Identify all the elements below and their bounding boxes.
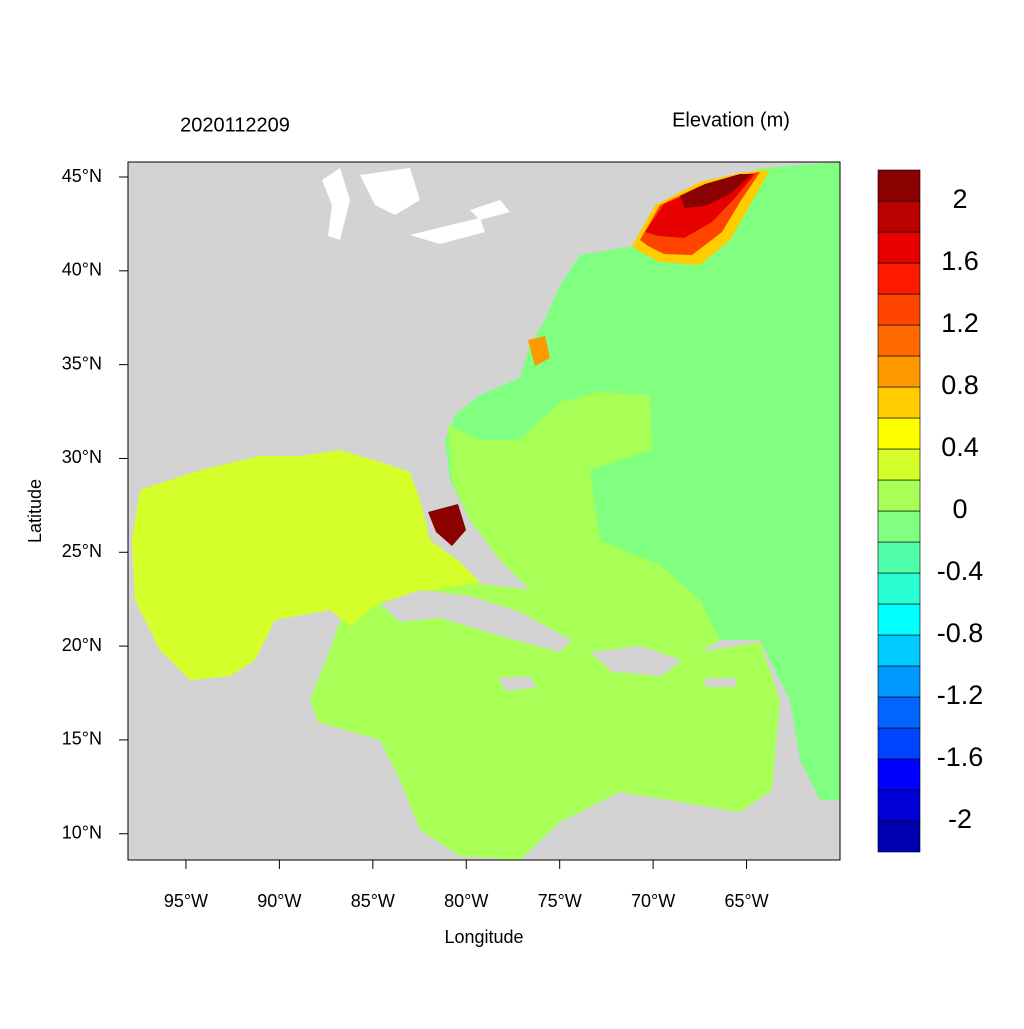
colorbar-swatch bbox=[877, 324, 921, 357]
colorbar-swatch bbox=[877, 727, 921, 760]
colorbar-tick-label: -0.8 bbox=[937, 618, 984, 648]
lake bbox=[470, 200, 510, 220]
colorbar-swatch bbox=[877, 789, 921, 822]
y-tick-label: 30°N bbox=[62, 447, 102, 467]
colorbar-swatch bbox=[877, 479, 921, 512]
colorbar-swatch bbox=[877, 603, 921, 636]
colorbar-swatch bbox=[877, 355, 921, 388]
y-tick-label: 35°N bbox=[62, 353, 102, 373]
x-tick-label: 70°W bbox=[631, 891, 675, 911]
colorbar-tick-label: 2 bbox=[952, 184, 967, 214]
colorbar-swatch bbox=[877, 293, 921, 326]
x-tick-label: 80°W bbox=[444, 891, 488, 911]
y-tick-label: 20°N bbox=[62, 635, 102, 655]
hispaniola bbox=[590, 646, 682, 676]
lake bbox=[360, 168, 420, 215]
x-tick-label: 65°W bbox=[724, 891, 768, 911]
colorbar-swatch bbox=[877, 634, 921, 667]
caribbean bbox=[310, 580, 780, 860]
y-tick-label: 45°N bbox=[62, 166, 102, 186]
x-tick-label: 90°W bbox=[257, 891, 301, 911]
y-axis-label: Latitude bbox=[25, 479, 45, 543]
y-tick-label: 10°N bbox=[62, 822, 102, 842]
y-tick-label: 40°N bbox=[62, 260, 102, 280]
x-tick-label: 75°W bbox=[538, 891, 582, 911]
colorbar-tick-label: -2 bbox=[948, 804, 972, 834]
jamaica bbox=[498, 676, 536, 691]
colorbar-tick-label: -0.4 bbox=[937, 556, 984, 586]
colorbar-swatch bbox=[877, 417, 921, 450]
colorbar-tick-label: -1.6 bbox=[937, 742, 984, 772]
colorbar-tick-label: 1.6 bbox=[941, 246, 979, 276]
colorbar-swatch bbox=[877, 262, 921, 295]
gulf bbox=[132, 450, 480, 680]
florida-surge bbox=[428, 504, 466, 546]
lake bbox=[322, 168, 350, 240]
x-axis-label: Longitude bbox=[444, 927, 523, 947]
south-america bbox=[540, 800, 840, 860]
colorbar-swatch bbox=[877, 696, 921, 729]
carolina-surge bbox=[528, 336, 550, 366]
colorbar-swatch bbox=[877, 231, 921, 264]
surge-core bbox=[680, 174, 752, 208]
colorbar-swatch bbox=[877, 758, 921, 791]
colorbar-swatch bbox=[877, 169, 921, 202]
colorbar-swatch bbox=[877, 200, 921, 233]
colorbar-swatch bbox=[877, 386, 921, 419]
cuba bbox=[380, 590, 572, 652]
colorbar-swatch bbox=[877, 448, 921, 481]
colorbar-tick-label: -1.2 bbox=[937, 680, 984, 710]
colorbar-swatch bbox=[877, 820, 921, 853]
colorbar-tick-label: 0.8 bbox=[941, 370, 979, 400]
atlantic bbox=[445, 162, 840, 800]
lake bbox=[410, 218, 485, 244]
x-tick-label: 85°W bbox=[351, 891, 395, 911]
colorbar-swatch bbox=[877, 665, 921, 698]
map-layers bbox=[128, 162, 840, 860]
colorbar-tick-label: 0.4 bbox=[941, 432, 979, 462]
colorbar-tick-label: 0 bbox=[952, 494, 967, 524]
map-title: 2020112209 bbox=[180, 114, 290, 136]
colorbar-swatch bbox=[877, 510, 921, 543]
y-tick-label: 15°N bbox=[62, 729, 102, 749]
colorbar-swatch bbox=[877, 541, 921, 574]
x-tick-label: 95°W bbox=[164, 891, 208, 911]
shelf bbox=[448, 392, 720, 652]
colorbar-tick-label: 1.2 bbox=[941, 308, 979, 338]
puerto-rico bbox=[705, 678, 736, 687]
plot-frame bbox=[127, 161, 841, 861]
y-tick-label: 25°N bbox=[62, 541, 102, 561]
colorbar-swatch bbox=[877, 572, 921, 605]
colorbar-title: Elevation (m) bbox=[672, 109, 790, 131]
